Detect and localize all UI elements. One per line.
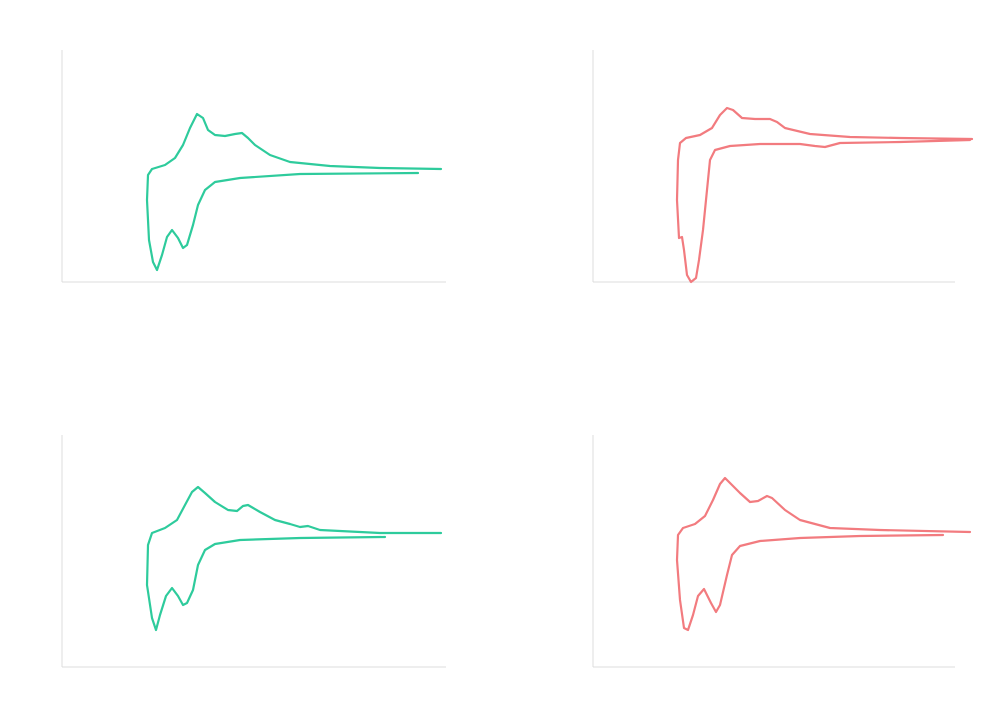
data-line: [145, 485, 443, 632]
data-line: [675, 476, 972, 632]
data-line: [675, 106, 974, 284]
data-line: [145, 112, 443, 272]
